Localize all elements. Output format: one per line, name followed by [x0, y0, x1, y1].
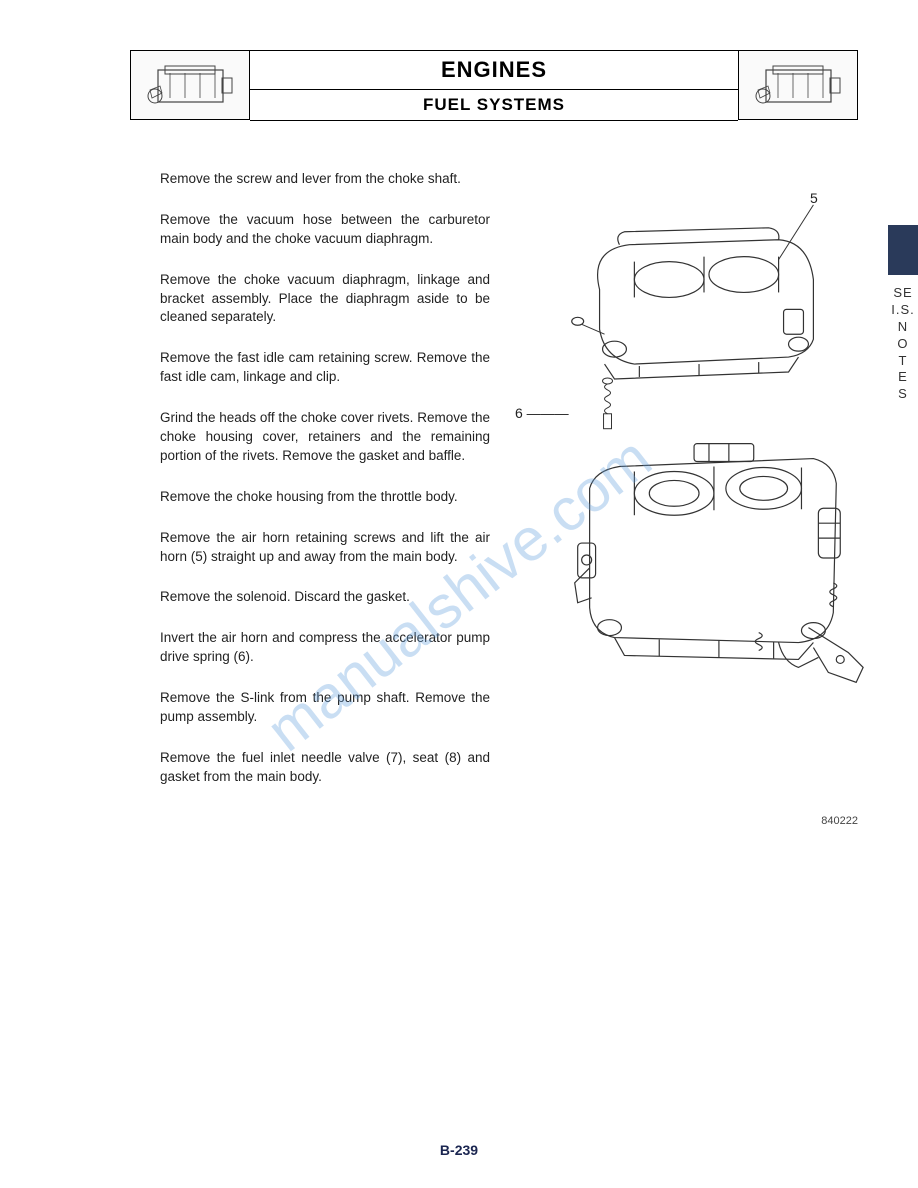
paragraph: Remove the fast idle cam retaining screw…	[160, 349, 490, 387]
paragraph: Invert the air horn and compress the acc…	[160, 629, 490, 667]
paragraph: Remove the fuel inlet needle valve (7), …	[160, 749, 490, 787]
paragraph: Remove the choke housing from the thrott…	[160, 488, 490, 507]
engine-illustration-icon	[140, 58, 240, 113]
paragraph: Remove the choke vacuum diaphragm, linka…	[160, 271, 490, 328]
text-column: Remove the screw and lever from the chok…	[160, 170, 490, 809]
carburetor-exploded-diagram	[520, 190, 888, 707]
callout-6: 6 ———	[515, 405, 569, 421]
side-tab: SE I.S. N O T E S	[888, 225, 918, 403]
engine-icon-left	[130, 50, 250, 120]
tab-text: SE I.S. N O T E S	[891, 285, 915, 403]
content-area: Remove the screw and lever from the chok…	[160, 170, 888, 809]
engine-icon-right	[738, 50, 858, 120]
page-number: B-239	[440, 1142, 478, 1158]
page-subtitle: FUEL SYSTEMS	[250, 90, 738, 121]
diagram-column: 5 6 ———	[520, 170, 888, 809]
figure-id: 840222	[821, 815, 858, 827]
paragraph: Remove the screw and lever from the chok…	[160, 170, 490, 189]
paragraph: Remove the S-link from the pump shaft. R…	[160, 689, 490, 727]
title-section: ENGINES FUEL SYSTEMS	[250, 50, 738, 120]
paragraph: Remove the air horn retaining screws and…	[160, 529, 490, 567]
paragraph: Remove the vacuum hose between the carbu…	[160, 211, 490, 249]
engine-illustration-icon	[748, 58, 848, 113]
callout-5: 5	[810, 190, 818, 206]
page-title: ENGINES	[250, 50, 738, 90]
header-container: ENGINES FUEL SYSTEMS	[130, 50, 858, 120]
paragraph: Grind the heads off the choke cover rive…	[160, 409, 490, 466]
tab-marker	[888, 225, 918, 275]
paragraph: Remove the solenoid. Discard the gasket.	[160, 588, 490, 607]
